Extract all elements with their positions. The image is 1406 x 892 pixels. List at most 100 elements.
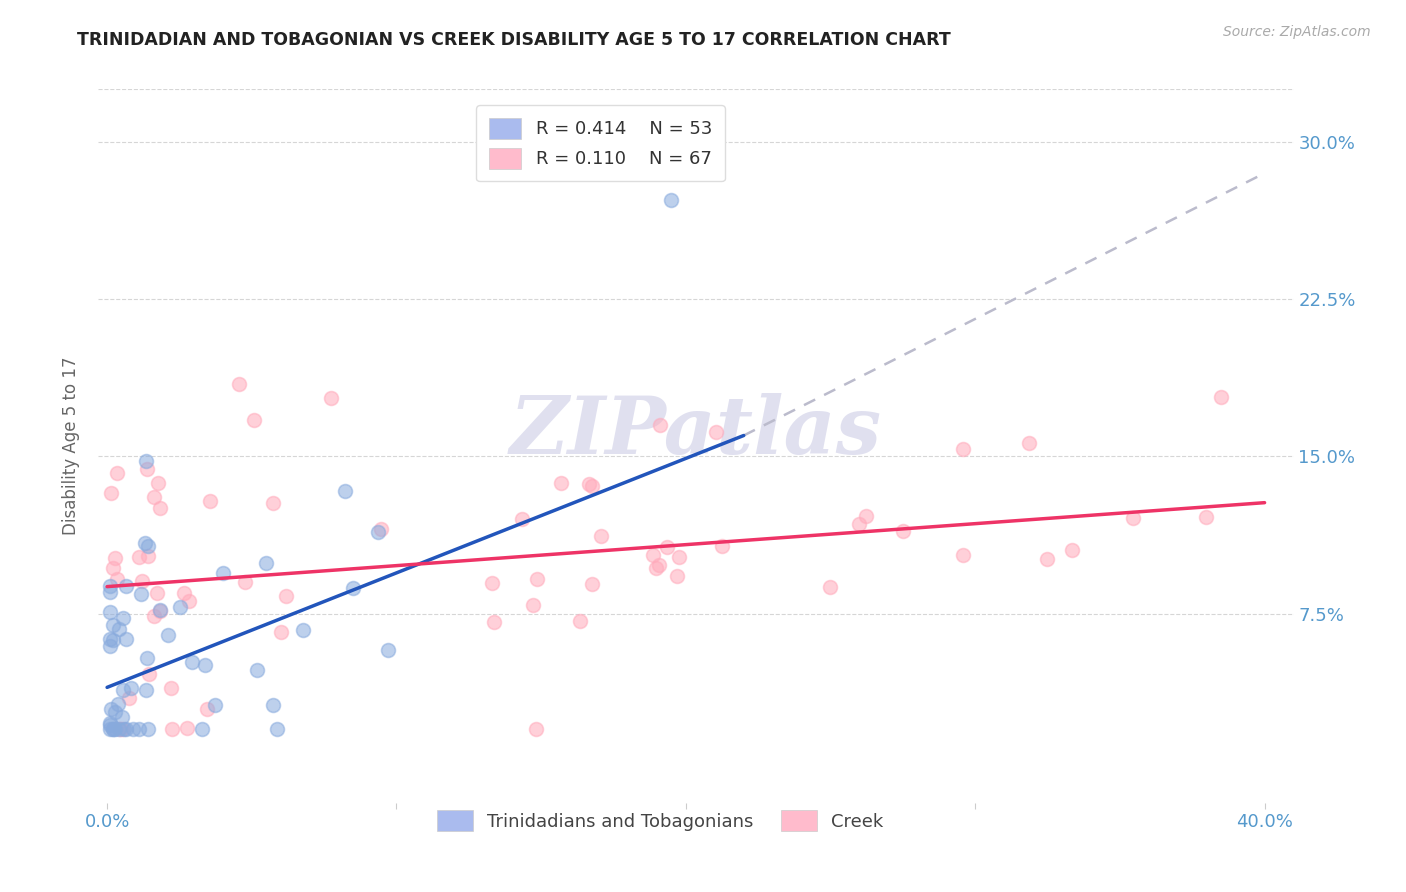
Point <box>891 524 914 539</box>
Point <box>135 683 157 698</box>
Point <box>103 723 125 737</box>
Point <box>114 632 136 646</box>
Point <box>98 715 121 730</box>
Point <box>146 586 169 600</box>
Point <box>98 639 121 653</box>
Point <box>711 539 734 553</box>
Point <box>111 710 134 724</box>
Point <box>169 599 191 614</box>
Point <box>522 599 544 613</box>
Point <box>135 651 157 665</box>
Point <box>655 540 678 554</box>
Point <box>1195 509 1218 524</box>
Point <box>105 572 128 586</box>
Y-axis label: Disability Age 5 to 17: Disability Age 5 to 17 <box>62 357 80 535</box>
Point <box>98 605 121 619</box>
Point <box>578 477 600 491</box>
Point <box>581 576 603 591</box>
Point <box>107 622 129 636</box>
Point <box>855 509 877 524</box>
Point <box>146 475 169 490</box>
Text: ZIPatlas: ZIPatlas <box>510 393 882 470</box>
Point <box>115 723 138 737</box>
Point <box>176 721 198 735</box>
Point <box>173 586 195 600</box>
Point <box>101 618 124 632</box>
Point <box>291 624 314 638</box>
Point <box>665 569 688 583</box>
Point <box>136 549 159 563</box>
Point <box>270 624 292 639</box>
Point <box>233 574 256 589</box>
Point <box>98 632 121 647</box>
Point <box>661 194 683 208</box>
Point <box>1036 552 1059 566</box>
Point <box>706 425 728 439</box>
Point <box>644 561 666 575</box>
Point <box>107 466 129 480</box>
Point <box>481 576 503 591</box>
Point <box>650 418 672 433</box>
Point <box>228 377 250 392</box>
Text: TRINIDADIAN AND TOBAGONIAN VS CREEK DISABILITY AGE 5 TO 17 CORRELATION CHART: TRINIDADIAN AND TOBAGONIAN VS CREEK DISA… <box>77 31 950 49</box>
Point <box>128 723 150 737</box>
Point <box>581 479 603 493</box>
Point <box>108 723 131 737</box>
Point <box>136 540 159 554</box>
Point <box>952 442 974 457</box>
Point <box>377 642 399 657</box>
Point <box>101 723 124 737</box>
Point <box>254 556 277 570</box>
Point <box>103 560 125 574</box>
Legend: Trinidadians and Tobagonians, Creek: Trinidadians and Tobagonians, Creek <box>427 801 893 840</box>
Point <box>647 558 669 572</box>
Point <box>138 666 160 681</box>
Point <box>100 486 122 500</box>
Point <box>333 483 356 498</box>
Point <box>262 698 284 712</box>
Point <box>319 392 342 406</box>
Point <box>195 702 218 716</box>
Point <box>510 511 533 525</box>
Point <box>112 723 135 737</box>
Point <box>120 681 142 695</box>
Point <box>108 723 131 737</box>
Point <box>1211 390 1233 404</box>
Point <box>668 549 690 564</box>
Point <box>194 658 217 673</box>
Point <box>104 705 127 719</box>
Point <box>157 628 180 642</box>
Point <box>104 723 127 737</box>
Point <box>191 723 214 737</box>
Point <box>149 602 172 616</box>
Point <box>591 529 613 543</box>
Point <box>136 462 159 476</box>
Point <box>98 584 121 599</box>
Point <box>101 632 124 647</box>
Point <box>1018 435 1040 450</box>
Point <box>149 500 172 515</box>
Point <box>246 663 269 677</box>
Point <box>160 681 183 695</box>
Point <box>370 522 392 536</box>
Point <box>111 611 134 625</box>
Point <box>243 413 266 427</box>
Point <box>143 491 166 505</box>
Point <box>180 655 202 669</box>
Point <box>641 549 664 563</box>
Point <box>98 718 121 732</box>
Point <box>104 551 127 566</box>
Point <box>118 690 141 705</box>
Point <box>550 475 572 490</box>
Point <box>111 722 134 736</box>
Point <box>952 548 974 562</box>
Point <box>122 723 145 737</box>
Point <box>482 615 505 630</box>
Point <box>211 566 233 580</box>
Point <box>177 593 200 607</box>
Point <box>274 589 297 603</box>
Point <box>135 454 157 468</box>
Point <box>526 723 548 737</box>
Point <box>204 698 226 712</box>
Point <box>134 535 156 549</box>
